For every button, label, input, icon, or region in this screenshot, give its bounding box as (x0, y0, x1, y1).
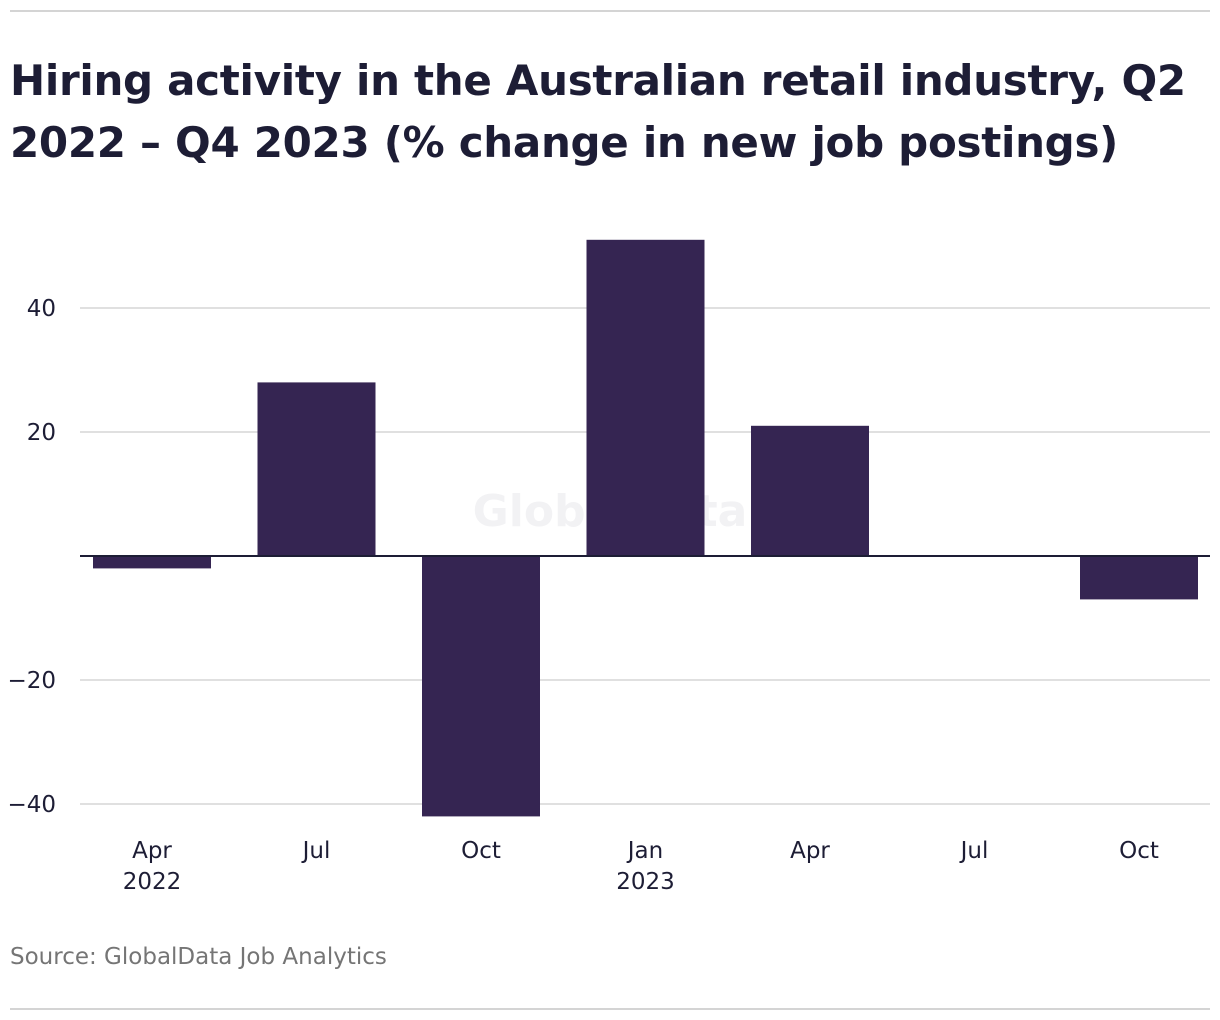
y-tick-label: −20 (7, 668, 56, 694)
y-tick-label: −40 (7, 792, 56, 818)
bar (751, 425, 869, 556)
y-tick-label: 40 (27, 296, 56, 322)
bar (93, 556, 211, 569)
x-tick-label: 2023 (616, 869, 675, 895)
x-tick-label: Apr (132, 838, 172, 864)
x-tick-label: 2022 (123, 869, 182, 895)
bars (93, 239, 1198, 817)
top-rule (10, 10, 1210, 12)
bar (1080, 556, 1198, 600)
bar (422, 556, 540, 817)
y-tick-label: 20 (27, 420, 56, 446)
x-tick-label: Jul (959, 838, 989, 864)
x-tick-label: Apr (790, 838, 830, 864)
x-axis-ticks: Apr 2022 Jul Oct Jan 2023 Apr Jul Oct (123, 838, 1159, 895)
bar (257, 382, 376, 556)
x-tick-label: Jul (301, 838, 331, 864)
chart-title: Hiring activity in the Australian retail… (10, 56, 1186, 167)
y-axis-ticks: −40 −20 20 40 (7, 296, 56, 818)
source-note: Source: GlobalData Job Analytics (10, 944, 387, 970)
x-tick-label: Jan (626, 838, 663, 864)
x-tick-label: Oct (1119, 838, 1159, 864)
bottom-rule (10, 1008, 1210, 1010)
bar (586, 239, 705, 557)
x-tick-label: Oct (461, 838, 501, 864)
